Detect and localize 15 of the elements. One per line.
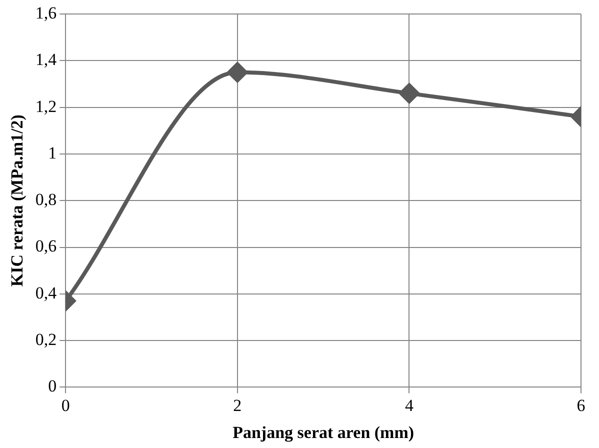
y-tick-label: 0,6 xyxy=(35,236,57,256)
x-axis-title: Panjang serat aren (mm) xyxy=(232,423,414,442)
x-tick-label: 6 xyxy=(576,396,586,415)
y-axis-title: KIC rerata (MPa.m1/2) xyxy=(8,114,27,287)
y-tick-label: 0,2 xyxy=(35,330,57,350)
x-tick-label: 2 xyxy=(233,396,242,415)
x-tick-label: 0 xyxy=(61,396,70,415)
y-tick-label: 0 xyxy=(48,376,57,396)
y-tick-label: 1,4 xyxy=(35,50,58,70)
y-tick-label: 1 xyxy=(48,143,57,162)
x-tick-label: 4 xyxy=(404,396,414,415)
y-tick-label: 1,2 xyxy=(35,96,57,116)
y-tick-label: 0,4 xyxy=(35,283,58,302)
y-tick-label: 0,8 xyxy=(35,190,57,210)
y-tick-label: 1,6 xyxy=(35,3,57,22)
